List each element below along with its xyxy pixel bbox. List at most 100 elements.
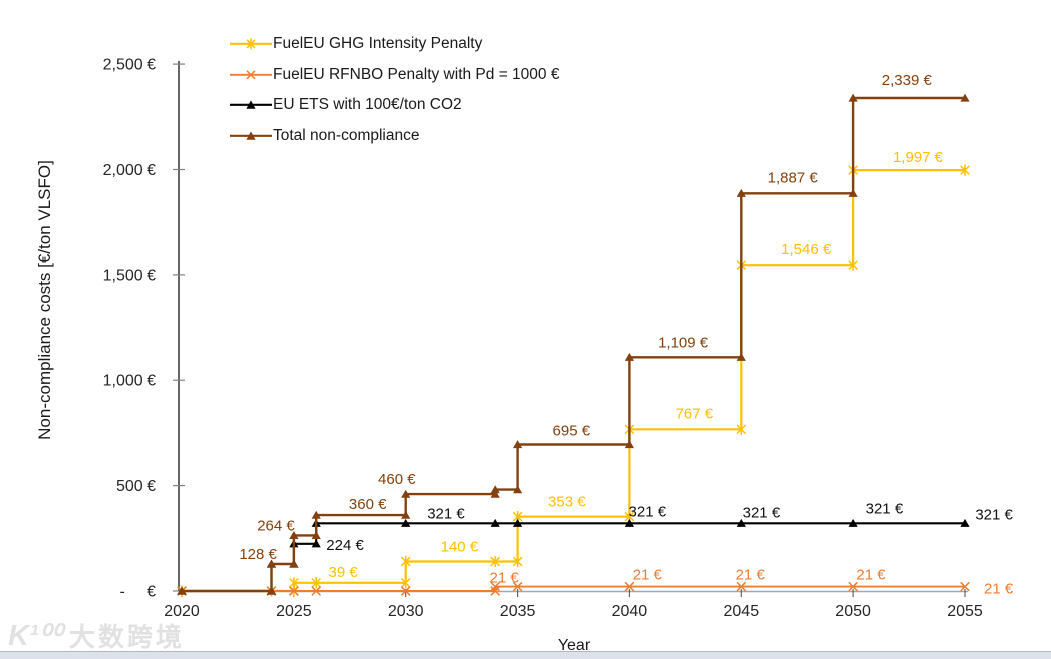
triangle-marker-icon <box>848 93 858 102</box>
svg-text:39 €: 39 € <box>328 564 358 581</box>
series-3-data-labels: 224 € 321 € 321 € 321 € 321 € 321 € <box>326 500 1013 554</box>
triangle-marker-icon <box>311 539 321 548</box>
watermark: K¹⁰⁰ 大数跨境 <box>8 617 185 654</box>
svg-text:500 €: 500 € <box>116 478 156 495</box>
asterisk-marker-icon <box>311 577 322 589</box>
svg-text:1,000 €: 1,000 € <box>103 373 156 390</box>
triangle-marker-icon <box>624 352 634 361</box>
svg-text:360 €: 360 € <box>349 496 387 513</box>
legend: FuelEU GHG Intensity Penalty FuelEU RFNBO… <box>229 29 559 151</box>
svg-text:224 €: 224 € <box>326 537 364 554</box>
x-axis-title: Year <box>557 637 591 654</box>
legend-marker-icon <box>230 38 272 50</box>
x-marker-icon <box>490 586 501 596</box>
svg-text:2050: 2050 <box>835 603 871 620</box>
asterisk-marker-icon <box>400 577 411 589</box>
x-axis: 2020 2025 2030 2035 2040 2045 2050 2055 <box>164 589 983 620</box>
series-2-data-labels: 21 € 21 € 21 € 21 € 21 € <box>489 567 1013 598</box>
y-axis: 2,500 € 2,000 € 1,500 € 1,000 € 500 € - € <box>103 57 185 601</box>
triangle-marker-icon <box>401 489 411 498</box>
triangle-marker-icon <box>736 352 746 361</box>
x-marker-icon <box>400 586 411 596</box>
legend-item-4: Total non-compliance <box>229 121 559 152</box>
legend-item-1: FuelEU GHG Intensity Penalty <box>229 29 559 60</box>
svg-text:2055: 2055 <box>947 603 983 620</box>
svg-text:2,000 €: 2,000 € <box>103 162 156 179</box>
series-2-line <box>177 581 970 596</box>
svg-text:695 €: 695 € <box>553 423 591 440</box>
triangle-marker-icon <box>736 188 746 197</box>
x-marker-icon <box>490 581 501 592</box>
triangle-marker-icon <box>266 559 277 568</box>
x-marker-icon <box>736 581 747 592</box>
svg-text:1,887 €: 1,887 € <box>768 169 819 186</box>
svg-text:1,109 €: 1,109 € <box>658 334 709 351</box>
svg-text:353 €: 353 € <box>548 494 586 511</box>
svg-text:2045: 2045 <box>724 603 760 620</box>
legend-marker-icon <box>230 70 272 80</box>
svg-text:21 €: 21 € <box>984 581 1014 598</box>
asterisk-marker-icon <box>400 555 411 568</box>
svg-text:321 €: 321 € <box>975 506 1013 523</box>
asterisk-marker-icon <box>512 555 523 568</box>
triangle-marker-icon <box>736 518 746 527</box>
x-marker-icon <box>624 581 635 592</box>
svg-text:- €: - € <box>120 584 157 601</box>
legend-marker-icon <box>230 100 272 110</box>
triangle-marker-icon <box>960 518 970 527</box>
series-4-data-labels: 128 € 264 € 360 € 460 € 695 € 1,109 € 1,887 € 2… <box>239 72 932 563</box>
triangle-marker-icon <box>624 518 634 527</box>
triangle-marker-icon <box>401 510 411 519</box>
triangle-marker-icon <box>490 489 500 498</box>
series-1-line <box>177 164 970 597</box>
svg-text:21 €: 21 € <box>736 567 766 584</box>
svg-text:140 €: 140 € <box>441 539 479 556</box>
svg-text:1,546 €: 1,546 € <box>781 241 832 258</box>
watermark-text: 大数跨境 <box>68 622 185 652</box>
x-marker-icon <box>848 581 858 592</box>
svg-text:321 €: 321 € <box>743 504 781 521</box>
triangle-marker-icon <box>624 440 634 449</box>
legend-label: Total non-compliance <box>273 127 420 145</box>
triangle-marker-icon <box>848 188 858 197</box>
svg-text:2020: 2020 <box>164 603 200 620</box>
triangle-marker-icon <box>513 485 523 494</box>
legend-label: EU ETS with 100€/ton CO2 <box>273 96 462 114</box>
svg-text:460 €: 460 € <box>378 471 416 488</box>
svg-text:321 €: 321 € <box>866 500 904 517</box>
asterisk-marker-icon <box>490 555 501 568</box>
asterisk-marker-icon <box>289 577 299 589</box>
triangle-marker-icon <box>266 586 277 595</box>
legend-item-3: EU ETS with 100€/ton CO2 <box>229 90 559 121</box>
legend-label: FuelEU GHG Intensity Penalty <box>273 35 483 53</box>
triangle-marker-icon <box>311 531 321 539</box>
x-marker-icon <box>289 586 299 596</box>
svg-text:2025: 2025 <box>276 603 312 620</box>
svg-text:21 €: 21 € <box>489 570 519 587</box>
x-marker-icon <box>960 581 970 592</box>
svg-text:1,500 €: 1,500 € <box>103 267 156 284</box>
triangle-marker-icon <box>401 518 411 527</box>
triangle-marker-icon <box>960 93 970 102</box>
svg-text:321 €: 321 € <box>427 505 465 522</box>
svg-text:2035: 2035 <box>500 603 536 620</box>
triangle-marker-icon <box>848 518 858 527</box>
triangle-marker-icon <box>289 531 299 539</box>
legend-label: FuelEU RFNBO Penalty with Pd = 1000 € <box>273 65 560 83</box>
asterisk-marker-icon <box>736 423 747 435</box>
x-marker-icon <box>512 581 523 592</box>
triangle-marker-icon <box>177 586 187 595</box>
triangle-marker-icon <box>513 440 523 449</box>
svg-text:2030: 2030 <box>388 603 424 620</box>
triangle-marker-icon <box>289 559 299 568</box>
svg-text:2,500 €: 2,500 € <box>103 57 156 74</box>
svg-text:2,339 €: 2,339 € <box>882 72 933 89</box>
bottom-bar <box>0 651 1051 659</box>
svg-text:128 €: 128 € <box>239 546 277 563</box>
svg-text:767 €: 767 € <box>676 405 714 422</box>
asterisk-marker-icon <box>960 164 970 176</box>
svg-text:321 €: 321 € <box>629 503 667 520</box>
svg-text:21 €: 21 € <box>856 567 886 584</box>
triangle-marker-icon <box>513 518 523 527</box>
